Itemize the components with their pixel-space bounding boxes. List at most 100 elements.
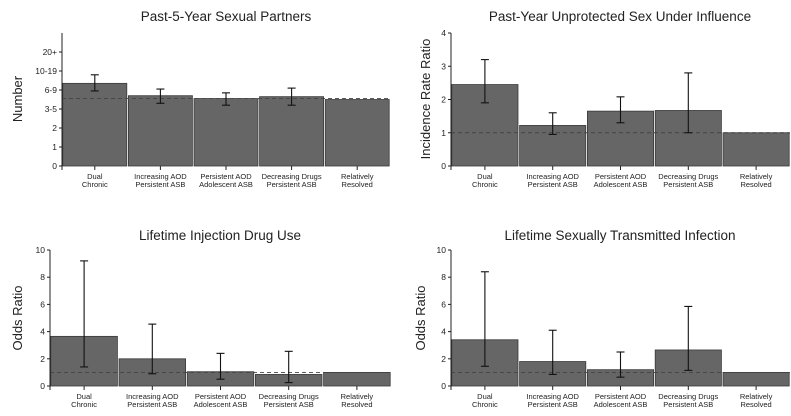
bar	[323, 371, 391, 387]
chart-panel: Past-5-Year Sexual Partners Number 0 1 2 3-5 6…	[10, 9, 390, 189]
y-tick-label: 10	[36, 245, 46, 255]
x-tick-label: Persistent AOD	[200, 172, 252, 181]
x-tick-label: Increasing AOD	[526, 172, 579, 181]
x-tick-label: Chronic	[71, 400, 97, 409]
chart-panel: Past-Year Unprotected Sex Under Influenc…	[418, 9, 790, 189]
error-bar	[548, 329, 557, 375]
x-tick-label: Relatively	[341, 172, 374, 181]
x-tick-label: Relatively	[740, 392, 773, 401]
x-tick-label: Decreasing Drugs	[262, 172, 322, 181]
y-tick-label: 10-19	[35, 66, 57, 76]
error-bar	[148, 323, 157, 375]
x-tick-label: Persistent ASB	[264, 400, 314, 409]
chart-title: Past-Year Unprotected Sex Under Influenc…	[489, 9, 751, 24]
error-bar	[480, 271, 489, 367]
y-tick-label: 0	[441, 381, 446, 391]
y-tick-label: 2	[40, 354, 45, 364]
x-tick-label: Relatively	[341, 392, 374, 401]
bar	[722, 371, 790, 387]
x-tick-label: Adolescent ASB	[594, 180, 648, 189]
y-tick-label: 0	[40, 381, 45, 391]
y-tick-label: 4	[40, 327, 45, 337]
y-axis-label: Odds Ratio	[10, 285, 25, 350]
error-bar	[90, 74, 99, 92]
x-tick-label: Dual	[477, 392, 493, 401]
y-tick-label: 2	[52, 123, 57, 133]
x-tick-label: Persistent ASB	[663, 180, 713, 189]
error-bar	[616, 351, 625, 378]
x-tick-label: Dual	[87, 172, 103, 181]
x-tick-label: Persistent ASB	[528, 180, 578, 189]
y-tick-label: 4	[441, 28, 446, 38]
y-tick-label: 20+	[43, 47, 57, 57]
y-tick-label: 0	[52, 161, 57, 171]
x-tick-label: Persistent ASB	[663, 400, 713, 409]
error-bar	[287, 87, 296, 106]
y-tick-label: 2	[441, 95, 446, 105]
x-tick-label: Persistent AOD	[195, 392, 247, 401]
x-tick-label: Dual	[477, 172, 493, 181]
bar	[259, 96, 325, 167]
y-tick-label: 1	[441, 128, 446, 138]
y-tick-label: 10	[437, 245, 447, 255]
x-tick-label: Increasing AOD	[126, 392, 179, 401]
chart-title: Lifetime Sexually Transmitted Infection	[504, 228, 735, 243]
x-tick-label: Adolescent ASB	[594, 400, 648, 409]
error-bar	[156, 88, 165, 104]
chart-title: Past-5-Year Sexual Partners	[141, 9, 312, 24]
y-tick-label: 6-9	[45, 85, 58, 95]
y-axis-label: Incidence Rate Ratio	[418, 39, 433, 160]
y-axis-label: Number	[10, 75, 25, 122]
x-tick-label: Chronic	[472, 180, 498, 189]
error-bar	[80, 260, 89, 368]
y-tick-label: 3	[441, 61, 446, 71]
bar	[193, 98, 259, 167]
bar	[62, 82, 128, 167]
y-tick-label: 8	[40, 272, 45, 282]
y-tick-label: 6	[40, 299, 45, 309]
y-tick-label: 8	[441, 272, 446, 282]
bar	[722, 132, 790, 167]
x-tick-label: Dual	[76, 392, 92, 401]
bar	[127, 95, 193, 167]
x-tick-label: Resolved	[740, 180, 771, 189]
y-tick-label: 6	[441, 299, 446, 309]
x-tick-label: Persistent ASB	[135, 180, 185, 189]
x-tick-label: Persistent AOD	[595, 392, 647, 401]
x-tick-label: Persistent ASB	[127, 400, 177, 409]
y-tick-label: 1	[52, 142, 57, 152]
x-tick-label: Decreasing Drugs	[658, 172, 718, 181]
error-bar	[548, 112, 557, 135]
error-bar	[216, 352, 225, 380]
x-tick-label: Resolved	[341, 400, 372, 409]
error-bar	[684, 72, 693, 134]
chart-title: Lifetime Injection Drug Use	[139, 228, 301, 243]
chart-panel: Lifetime Sexually Transmitted Infection O…	[413, 228, 790, 409]
error-bar	[684, 305, 693, 371]
x-tick-label: Decreasing Drugs	[658, 392, 718, 401]
y-tick-label: 3-5	[45, 104, 58, 114]
error-bar	[616, 96, 625, 124]
x-tick-label: Adolescent ASB	[194, 400, 248, 409]
chart-panel: Lifetime Injection Drug Use Odds Ratio 0 2 4…	[10, 228, 391, 409]
x-tick-label: Relatively	[740, 172, 773, 181]
error-bar	[222, 92, 230, 106]
x-tick-label: Persistent ASB	[267, 180, 317, 189]
error-bar	[284, 350, 293, 384]
x-tick-label: Resolved	[342, 180, 373, 189]
x-tick-label: Decreasing Drugs	[259, 392, 319, 401]
x-tick-label: Increasing AOD	[526, 392, 579, 401]
x-tick-label: Chronic	[82, 180, 108, 189]
y-tick-label: 4	[441, 327, 446, 337]
y-tick-label: 2	[441, 354, 446, 364]
x-tick-label: Adolescent ASB	[199, 180, 253, 189]
error-bar	[480, 59, 489, 104]
x-tick-label: Persistent AOD	[595, 172, 647, 181]
y-tick-label: 0	[441, 161, 446, 171]
x-tick-label: Increasing AOD	[134, 172, 187, 181]
x-tick-label: Chronic	[472, 400, 498, 409]
x-tick-label: Persistent ASB	[528, 400, 578, 409]
y-axis-label: Odds Ratio	[413, 285, 428, 350]
x-tick-label: Resolved	[740, 400, 771, 409]
